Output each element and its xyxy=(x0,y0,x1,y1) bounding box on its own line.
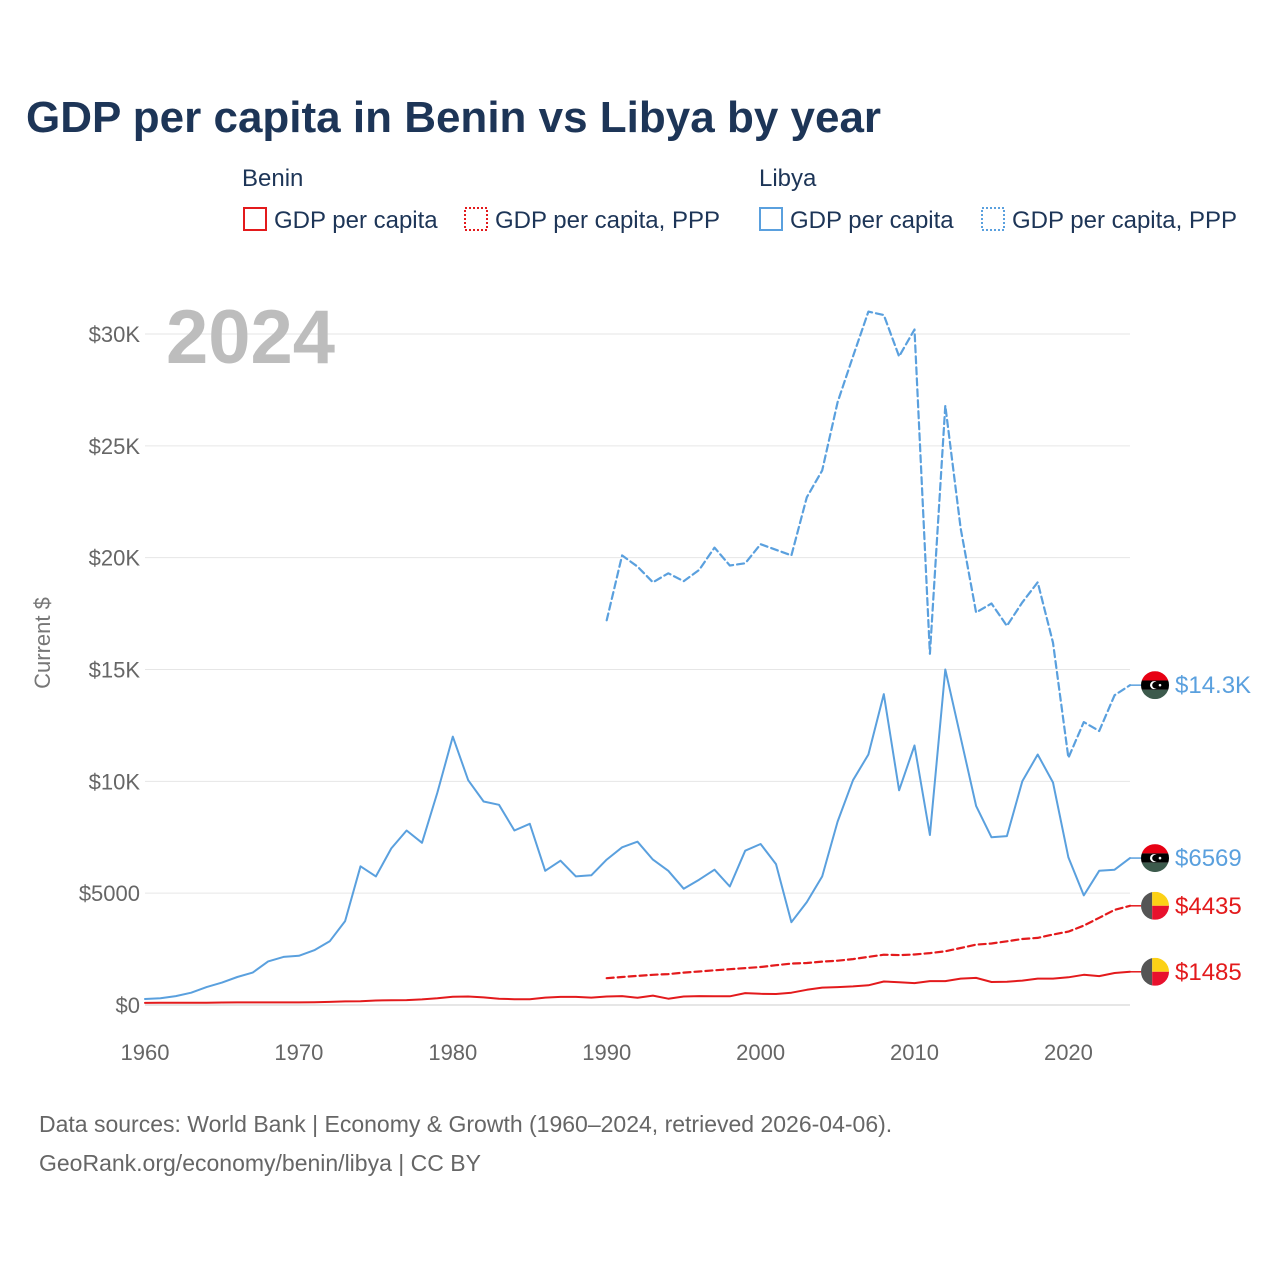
y-tick-label: $30K xyxy=(89,322,141,347)
series-line-benin-gdp xyxy=(144,970,1131,1004)
benin-flag-icon xyxy=(1141,891,1169,920)
end-value-label: $14.3K xyxy=(1175,672,1251,699)
legend-swatch-benin-ppp xyxy=(464,207,488,231)
gridlines xyxy=(145,333,1130,1006)
series-line-benin-ppp xyxy=(605,904,1132,980)
year-label: 2024 xyxy=(166,295,335,380)
chart-title: GDP per capita in Benin vs Libya by year xyxy=(26,93,881,142)
x-tick-label: 2010 xyxy=(890,1040,939,1065)
x-tick-label: 1970 xyxy=(274,1040,323,1065)
end-value-label: $4435 xyxy=(1175,893,1242,920)
x-tick-label: 1980 xyxy=(428,1040,477,1065)
y-axis: $0 $5000 $10K $15K $20K $25K $30K xyxy=(79,322,141,1018)
legend-group-benin: Benin xyxy=(242,165,303,192)
legend-label-libya-gdp: GDP per capita xyxy=(790,207,954,234)
source-line-2: GeoRank.org/economy/benin/libya | CC BY xyxy=(39,1150,481,1176)
x-axis: 1960 1970 1980 1990 2000 2010 2020 xyxy=(121,1040,1093,1065)
x-tick-label: 1960 xyxy=(121,1040,170,1065)
series-layer xyxy=(144,310,1132,1004)
x-tick-label: 2020 xyxy=(1044,1040,1093,1065)
y-tick-label: $10K xyxy=(89,769,141,794)
libya-flag-icon xyxy=(1141,844,1169,873)
y-axis-label: Current $ xyxy=(30,597,55,689)
legend-swatch-libya-gdp xyxy=(759,207,783,231)
legend-label-benin-gdp: GDP per capita xyxy=(274,207,438,234)
x-tick-label: 2000 xyxy=(736,1040,785,1065)
y-tick-label: $5000 xyxy=(79,881,140,906)
legend-label-libya-ppp: GDP per capita, PPP xyxy=(1012,207,1237,234)
end-markers: $6569 $14.3K $1485 $4435 xyxy=(1130,671,1251,986)
legend: Benin GDP per capita GDP per capita, PPP… xyxy=(242,165,1237,234)
end-value-label: $1485 xyxy=(1175,959,1242,986)
y-tick-label: $0 xyxy=(116,993,140,1018)
legend-group-libya: Libya xyxy=(759,165,817,192)
series-line-libya-gdp xyxy=(144,668,1131,1000)
libya-flag-icon xyxy=(1141,671,1169,700)
legend-swatch-benin-gdp xyxy=(243,207,267,231)
y-tick-label: $25K xyxy=(89,434,141,459)
benin-flag-icon xyxy=(1141,957,1169,986)
y-tick-label: $15K xyxy=(89,658,141,683)
y-tick-label: $20K xyxy=(89,546,141,571)
x-tick-label: 1990 xyxy=(582,1040,631,1065)
legend-swatch-libya-ppp xyxy=(981,207,1005,231)
source-line-1: Data sources: World Bank | Economy & Gro… xyxy=(39,1111,892,1137)
legend-label-benin-ppp: GDP per capita, PPP xyxy=(495,207,720,234)
end-value-label: $6569 xyxy=(1175,845,1242,872)
series-line-libya-ppp xyxy=(605,310,1132,759)
